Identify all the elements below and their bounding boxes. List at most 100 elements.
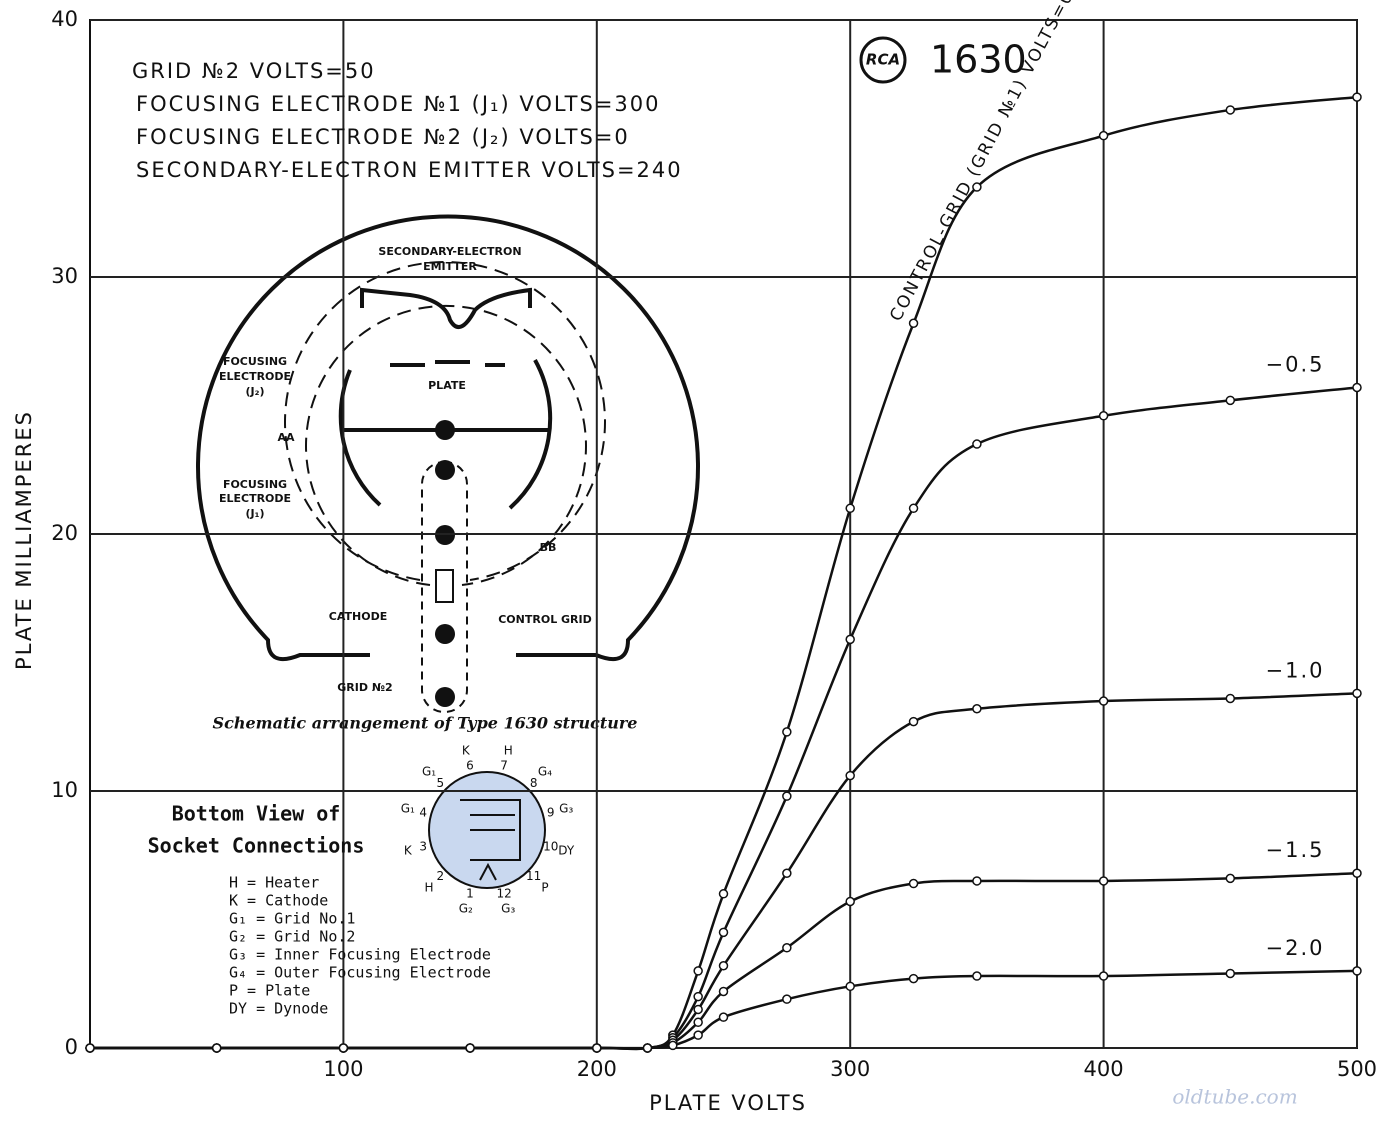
point <box>845 770 855 781</box>
diagram-caption: Schematic arrangement of Type 1630 struc… <box>213 714 638 733</box>
diagram-label: AA <box>277 431 295 444</box>
emitter <box>360 287 532 330</box>
x-tick-label: 300 <box>830 1057 870 1081</box>
pin-label: G₃ <box>559 801 573 815</box>
point <box>908 716 919 727</box>
diagram-label: GRID №2 <box>337 681 392 694</box>
point <box>1098 971 1109 981</box>
socket-wiring <box>460 799 521 881</box>
pin-label: K <box>462 743 471 757</box>
envelope <box>196 214 700 661</box>
y-tick-label: 40 <box>51 7 78 31</box>
y-tick-label: 30 <box>51 264 78 288</box>
point <box>1098 130 1109 141</box>
diagram-label: ELECTRODE <box>219 370 291 383</box>
point <box>1352 382 1362 393</box>
pin-label: G₂ <box>459 902 473 916</box>
note: SECONDARY-ELECTRON EMITTER VOLTS=240 <box>136 158 683 182</box>
point <box>642 1043 653 1053</box>
x-tick-label: 200 <box>577 1057 617 1081</box>
point <box>1098 876 1109 886</box>
cathode <box>435 569 454 603</box>
socket-legend: G₄ = Outer Focusing Electrode <box>229 964 491 982</box>
point <box>972 439 982 449</box>
pin-number: 7 <box>500 759 508 773</box>
socket-legend: H = Heater <box>229 874 319 892</box>
curve <box>90 969 1358 1050</box>
diagram-label: (J₂) <box>246 385 265 398</box>
point <box>845 634 855 645</box>
point <box>718 1012 729 1022</box>
diagram-label: (J₁) <box>246 507 265 520</box>
x-tick-label: 100 <box>323 1057 363 1081</box>
series-label: −1.0 <box>1266 658 1325 682</box>
socket-legend: P = Plate <box>229 982 310 1000</box>
diagram-label: CONTROL GRID <box>498 613 592 626</box>
point <box>693 1017 703 1028</box>
point <box>1352 92 1362 102</box>
pin-number: 5 <box>437 776 445 790</box>
pin-label: G₃ <box>501 902 515 916</box>
point <box>845 981 855 992</box>
point <box>782 868 792 878</box>
pin-number: 11 <box>526 869 541 883</box>
point <box>972 182 982 192</box>
socket-legend: G₃ = Inner Focusing Electrode <box>229 946 491 964</box>
pin-label: G₁ <box>401 801 415 815</box>
point <box>782 994 792 1004</box>
point <box>693 1030 703 1040</box>
socket-legend: G₂ = Grid No.2 <box>229 928 355 946</box>
point <box>592 1043 602 1053</box>
socket-title: Bottom View of <box>172 802 341 826</box>
point <box>668 1040 678 1051</box>
path-bb <box>284 261 606 581</box>
pin-label: G₁ <box>422 765 436 779</box>
pin-number: 8 <box>530 776 538 790</box>
pin-number: 1 <box>466 886 474 900</box>
point <box>1225 968 1236 979</box>
note: FOCUSING ELECTRODE №2 (J₂) VOLTS=0 <box>136 125 630 149</box>
point <box>845 503 855 514</box>
plate <box>390 360 505 367</box>
pin-number: 4 <box>419 805 427 819</box>
point <box>1098 411 1109 421</box>
pin-label: H <box>425 880 434 894</box>
pin-label: H <box>504 743 513 757</box>
x-axis-label: PLATE VOLTS <box>649 1091 807 1115</box>
point <box>338 1043 349 1053</box>
point <box>972 971 982 981</box>
point <box>465 1043 475 1053</box>
point <box>718 961 729 971</box>
point <box>782 727 792 737</box>
x-tick-label: 400 <box>1084 1057 1124 1081</box>
y-tick-label: 0 <box>65 1035 78 1059</box>
pin-label: P <box>541 880 548 894</box>
point <box>972 704 982 714</box>
series-label: −2.0 <box>1266 936 1325 960</box>
diagram-label: PLATE <box>428 379 466 392</box>
point <box>718 986 729 997</box>
socket-legend: DY = Dynode <box>229 1000 328 1018</box>
pin-label: DY <box>558 844 575 858</box>
pin-number: 6 <box>466 759 474 773</box>
point <box>845 896 855 907</box>
socket-legend: G₁ = Grid No.1 <box>229 910 355 928</box>
point <box>972 876 982 886</box>
socket-legend: K = Cathode <box>229 892 328 910</box>
diagram-label: ELECTRODE <box>219 492 291 505</box>
point <box>693 966 703 976</box>
logo-ring <box>859 36 907 84</box>
y-tick-label: 20 <box>51 521 78 545</box>
point <box>693 991 703 1002</box>
point <box>908 318 919 329</box>
series-label: −0.5 <box>1266 353 1325 377</box>
chart-title: 1630 <box>930 38 1027 82</box>
point <box>718 927 729 938</box>
point <box>908 878 919 889</box>
pin-number: 9 <box>547 805 555 819</box>
point <box>1098 696 1109 706</box>
pin-label: G₄ <box>538 765 552 779</box>
series-label: −1.5 <box>1266 838 1325 862</box>
